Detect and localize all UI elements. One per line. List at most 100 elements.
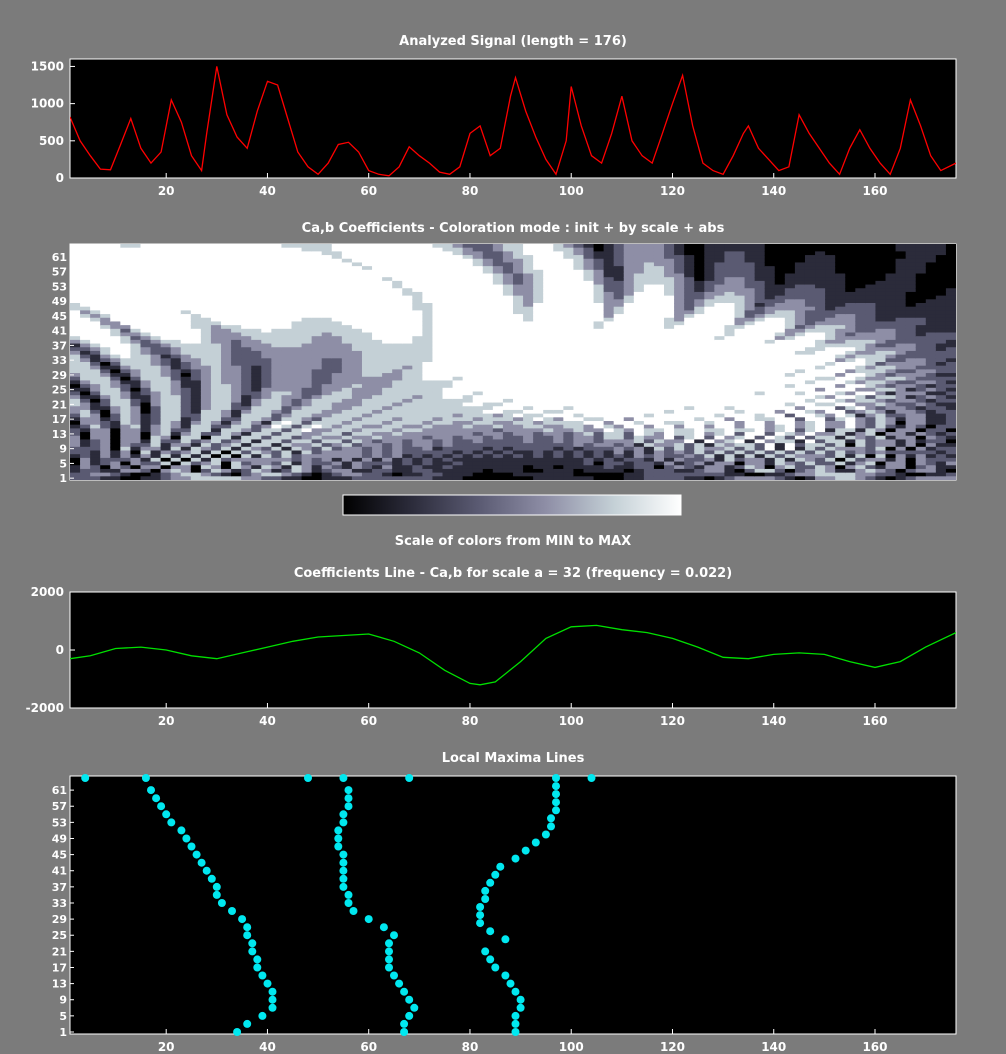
heatmap-cell [835, 325, 846, 330]
heatmap-cell [633, 306, 645, 311]
heatmap-cell [482, 472, 494, 477]
heatmap-cell [251, 406, 262, 411]
heatmap-cell [241, 317, 252, 323]
heatmap-cell [180, 336, 192, 341]
heatmap-cell [311, 328, 323, 334]
heatmap-cell [744, 472, 756, 477]
heatmap-cell [231, 454, 242, 459]
heatmap-cell [241, 461, 252, 466]
heatmap-cell [130, 336, 142, 341]
heatmap-cell [835, 465, 846, 470]
heatmap-cell [321, 365, 333, 370]
heatmap-cell [704, 384, 715, 389]
heatmap-cell [442, 380, 454, 385]
heatmap-cell [90, 413, 101, 418]
heatmap-cell [452, 395, 464, 400]
heatmap-cell [251, 266, 262, 271]
heatmap-cell [402, 443, 413, 448]
heatmap-cell [361, 273, 373, 278]
heatmap-cell [492, 299, 504, 304]
heatmap-cell [382, 387, 393, 393]
heatmap-cell [774, 476, 786, 480]
heatmap-cell [261, 358, 272, 363]
heatmap-cell [472, 339, 484, 345]
heatmap-cell [382, 395, 393, 400]
heatmap-cell [442, 277, 454, 282]
heatmap-cell [815, 328, 826, 334]
heatmap-cell [130, 280, 142, 286]
heatmap-cell [281, 269, 293, 275]
heatmap-cell [653, 417, 665, 422]
heatmap-cell [482, 325, 494, 330]
heatmap-cell [160, 409, 172, 415]
heatmap-cell [231, 409, 242, 415]
heatmap-cell [422, 258, 434, 264]
heatmap-cell [301, 391, 313, 396]
heatmap-cell [301, 325, 313, 330]
heatmap-cell [674, 424, 685, 429]
heatmap-cell [563, 468, 575, 474]
heatmap-cell [734, 362, 746, 367]
heatmap-cell [845, 314, 856, 319]
heatmap-cell [754, 306, 766, 311]
heatmap-cell [744, 384, 756, 389]
heatmap-cell [724, 424, 736, 429]
heatmap-cell [754, 291, 766, 297]
heatmap-cell [341, 314, 353, 319]
heatmap-cell [402, 398, 413, 404]
heatmap-cell [291, 288, 303, 293]
heatmap-cell [291, 362, 303, 367]
heatmap-cell [462, 358, 474, 363]
heatmap-cell [623, 244, 635, 249]
heatmap-cell [241, 439, 252, 444]
heatmap-cell [321, 428, 333, 433]
heatmap-cell [835, 266, 846, 271]
heatmap-cell [351, 269, 363, 275]
heatmap-cell [784, 373, 796, 378]
heatmap-cell [664, 362, 675, 367]
heatmap-cell [452, 432, 464, 437]
heatmap-cell [432, 317, 444, 323]
heatmap-cell [804, 472, 816, 477]
heatmap-cell [120, 457, 132, 463]
heatmap-cell [543, 461, 554, 466]
heatmap-cell [331, 369, 343, 374]
heatmap-cell [543, 314, 554, 319]
heatmap-cell [392, 457, 403, 463]
heatmap-cell [482, 299, 494, 304]
heatmap-cell [422, 443, 434, 448]
heatmap-cell [825, 362, 836, 367]
heatmap-cell [301, 417, 313, 422]
heatmap-cell [130, 350, 142, 356]
heatmap-cell [231, 280, 242, 286]
heatmap-cell [744, 284, 756, 289]
heatmap-cell [351, 417, 363, 422]
heatmap-cell [200, 328, 212, 334]
heatmap-cell [351, 428, 363, 433]
heatmap-cell [543, 343, 554, 348]
heatmap-cell [130, 476, 142, 480]
heatmap-cell [281, 354, 293, 359]
heatmap-cell [784, 269, 796, 275]
heatmap-cell [231, 406, 242, 411]
heatmap-cell [281, 321, 293, 326]
heatmap-cell [361, 365, 373, 370]
heatmap-cell [613, 258, 625, 264]
heatmap-cell [754, 443, 766, 448]
heatmap-cell [603, 354, 615, 359]
heatmap-cell [573, 362, 585, 367]
heatmap-cell [492, 347, 504, 352]
heatmap-cell [251, 288, 262, 293]
heatmap-cell [794, 369, 806, 374]
heatmap-cell [633, 435, 645, 441]
heatmap-cell [311, 358, 323, 363]
heatmap-cell [523, 398, 534, 404]
heatmap-cell [462, 262, 474, 267]
heatmap-cell [764, 402, 776, 407]
heatmap-cell [804, 380, 816, 385]
heatmap-cell [402, 306, 413, 311]
heatmap-cell [533, 306, 544, 311]
heatmap-cell [210, 277, 222, 282]
heatmap-cell [170, 472, 182, 477]
heatmap-cell [392, 336, 403, 341]
